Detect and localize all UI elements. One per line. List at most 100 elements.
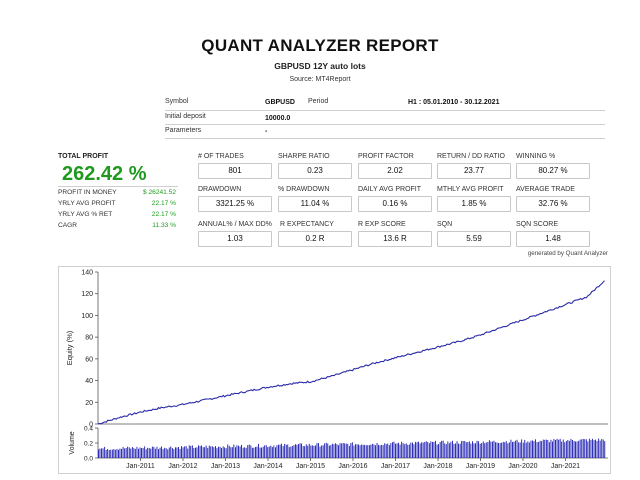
volume-bar xyxy=(484,443,486,458)
period-label: Period xyxy=(308,98,329,105)
volume-bar xyxy=(387,443,389,458)
volume-bar xyxy=(204,447,206,458)
volume-bar xyxy=(542,439,544,458)
volume-bar xyxy=(301,443,302,458)
volume-bar xyxy=(305,444,307,458)
volume-bar xyxy=(439,442,441,458)
volume-bar xyxy=(311,445,313,458)
volume-bar xyxy=(299,443,301,458)
volume-bar xyxy=(315,445,316,458)
volume-bar xyxy=(228,445,230,458)
volume-bar xyxy=(293,445,295,458)
cagr-label: CAGR xyxy=(58,222,78,229)
volume-bar xyxy=(207,447,209,458)
total-profit-value: 262.42 % xyxy=(62,163,147,185)
volume-bar xyxy=(427,442,429,458)
volume-bar xyxy=(541,441,543,458)
volume-bar xyxy=(584,439,586,458)
volume-bar xyxy=(488,440,490,458)
volume-bar xyxy=(318,443,319,458)
volume-bar xyxy=(182,447,184,458)
volume-bar xyxy=(468,441,470,458)
volume-bar xyxy=(253,447,255,458)
x-tick-label: Jan-2021 xyxy=(551,463,580,470)
volume-bar xyxy=(188,445,190,458)
volume-bar xyxy=(304,446,306,458)
volume-bar xyxy=(435,440,436,458)
volume-bar xyxy=(496,442,498,458)
volume-bar xyxy=(558,439,560,458)
header-divider xyxy=(165,138,605,139)
stat-label-mthly-avg: MTHLY AVG PROFIT xyxy=(437,186,504,193)
volume-bar xyxy=(515,440,516,458)
stat-value-return-dd: 23.77 xyxy=(437,163,511,179)
volume-bar xyxy=(195,447,196,458)
volume-bar xyxy=(162,449,164,458)
stat-value-r-exp-score: 13.6 R xyxy=(358,231,432,247)
volume-bar xyxy=(230,447,232,458)
volume-bar xyxy=(447,441,449,458)
volume-bar xyxy=(376,443,378,458)
volume-bar xyxy=(105,450,107,458)
volume-bar xyxy=(114,449,116,458)
volume-bar xyxy=(507,443,509,458)
volume-bar xyxy=(416,442,418,458)
volume-bar xyxy=(587,441,589,458)
volume-bar xyxy=(413,444,415,458)
volume-bar xyxy=(125,448,127,458)
volume-bar xyxy=(528,442,530,458)
volume-bar xyxy=(141,448,142,458)
volume-bar xyxy=(601,439,603,458)
y-tick-label: 0 xyxy=(89,422,93,429)
volume-bar xyxy=(348,445,350,458)
volume-bar xyxy=(134,448,136,458)
volume-bar xyxy=(111,449,113,458)
volume-bar xyxy=(505,441,507,458)
volume-bar xyxy=(456,441,458,458)
volume-bar xyxy=(153,446,155,458)
volume-bar xyxy=(347,443,349,458)
symbol-label: Symbol xyxy=(165,98,189,105)
volume-bar xyxy=(302,446,304,458)
volume-bar xyxy=(473,443,475,458)
volume-bar xyxy=(308,443,310,458)
volume-bar xyxy=(145,449,147,458)
volume-bar xyxy=(119,448,121,458)
volume-bar xyxy=(513,441,515,458)
volume-y-tick-label: 0.0 xyxy=(84,456,93,463)
volume-bar xyxy=(553,439,555,458)
volume-bar xyxy=(598,438,600,458)
volume-bar xyxy=(310,445,312,458)
volume-bar xyxy=(168,447,170,458)
volume-bar xyxy=(161,446,162,458)
volume-bar xyxy=(296,444,298,458)
volume-bar xyxy=(604,441,606,458)
volume-bar xyxy=(319,446,321,458)
volume-bar xyxy=(567,440,569,458)
deposit-value: 10000.0 xyxy=(265,115,291,122)
volume-bar xyxy=(173,449,175,458)
volume-bar xyxy=(375,445,376,458)
x-tick-label: Jan-2011 xyxy=(126,463,155,470)
stat-label-return-dd: RETURN / DD RATIO xyxy=(437,153,505,160)
volume-bar xyxy=(498,443,499,458)
profit-divider xyxy=(58,186,178,187)
volume-bar xyxy=(527,441,529,458)
volume-bar xyxy=(415,441,416,458)
volume-bar xyxy=(233,444,235,458)
volume-bar xyxy=(205,445,207,458)
volume-bar xyxy=(405,443,407,458)
volume-bar xyxy=(342,443,344,458)
volume-bar xyxy=(462,441,464,458)
volume-bar xyxy=(104,446,106,458)
volume-bar xyxy=(510,439,512,458)
volume-bar xyxy=(284,443,286,458)
volume-bar xyxy=(196,447,198,458)
volume-bar xyxy=(148,448,150,458)
volume-bar xyxy=(458,443,459,458)
volume-bar xyxy=(388,445,390,458)
volume-bar xyxy=(264,445,266,458)
volume-bar xyxy=(592,438,593,458)
volume-bar xyxy=(356,444,358,458)
